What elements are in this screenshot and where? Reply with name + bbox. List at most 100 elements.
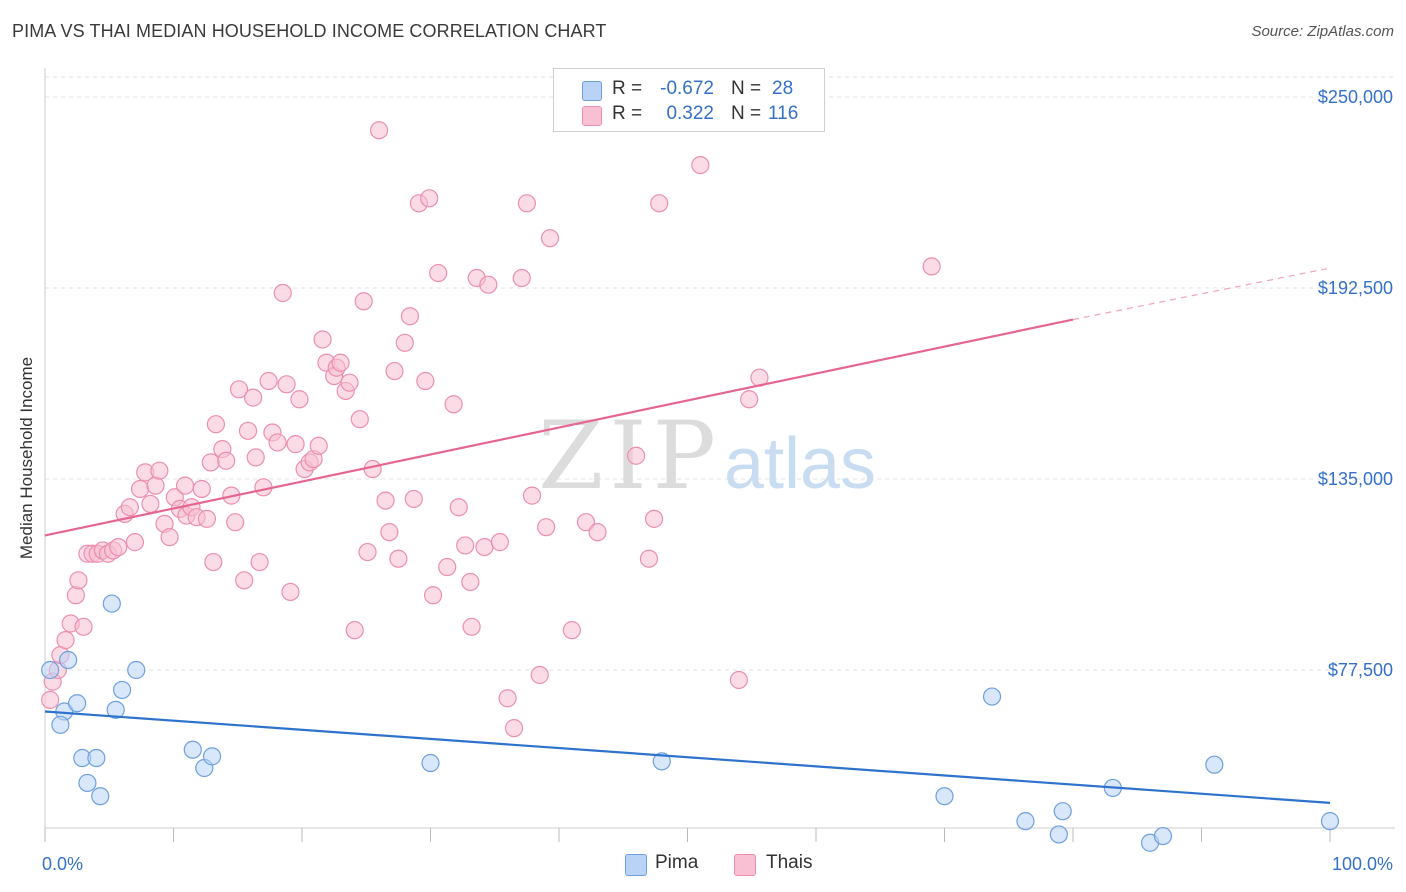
y-tick-label: $135,000 bbox=[1318, 469, 1393, 489]
pima-point bbox=[106, 700, 125, 719]
thai-point bbox=[626, 446, 646, 465]
thai-point bbox=[449, 498, 468, 517]
thai-point bbox=[576, 513, 596, 532]
thai-point bbox=[125, 533, 145, 552]
pima-point bbox=[1320, 812, 1340, 831]
pima-point bbox=[1205, 755, 1224, 774]
legend-r-label: R = bbox=[612, 78, 643, 99]
thai-point bbox=[204, 552, 223, 572]
bottom-legend-pima: Pima bbox=[625, 851, 715, 877]
thai-point bbox=[504, 719, 524, 738]
thai-point bbox=[416, 371, 435, 391]
thai-point bbox=[340, 373, 359, 392]
bottom-legend-thais: Thais bbox=[734, 851, 824, 877]
pima-point bbox=[51, 715, 70, 734]
thai-point bbox=[277, 375, 296, 394]
legend-r-label: R = bbox=[612, 103, 643, 124]
thai-point bbox=[120, 498, 139, 517]
pima-point bbox=[59, 650, 78, 670]
thais-swatch bbox=[734, 854, 756, 876]
pima-trend-line bbox=[44, 710, 1331, 804]
thai-point bbox=[363, 459, 382, 479]
thai-point bbox=[286, 435, 305, 454]
thai-point bbox=[141, 494, 160, 514]
thai-point bbox=[244, 388, 263, 407]
thai-point bbox=[522, 486, 542, 505]
thai-point bbox=[385, 361, 404, 381]
pima-point bbox=[183, 740, 202, 759]
thai-point bbox=[41, 690, 60, 709]
thai-point bbox=[389, 549, 408, 568]
thai-point bbox=[420, 189, 439, 208]
thai-point bbox=[281, 582, 300, 602]
watermark-atlas: atlas bbox=[724, 424, 876, 504]
thai-point bbox=[130, 479, 150, 499]
thai-point bbox=[74, 617, 93, 636]
thai-point bbox=[217, 451, 236, 470]
pima-point bbox=[1153, 826, 1173, 846]
thai-point bbox=[537, 518, 556, 537]
thai-point bbox=[350, 410, 369, 429]
thai-point bbox=[475, 537, 494, 557]
thai-point bbox=[512, 268, 531, 288]
thai-point bbox=[109, 537, 128, 557]
pima-point bbox=[935, 787, 954, 806]
pima-swatch bbox=[582, 81, 602, 101]
thai-point bbox=[197, 509, 217, 528]
thai-point bbox=[175, 476, 195, 495]
thai-point bbox=[290, 390, 309, 409]
thai-point bbox=[238, 421, 258, 440]
pima-points bbox=[41, 594, 1340, 852]
thai-point bbox=[273, 283, 292, 303]
thai-point bbox=[517, 194, 536, 213]
thai-point bbox=[268, 433, 287, 452]
thai-point bbox=[456, 536, 475, 555]
thai-point bbox=[691, 155, 710, 175]
thai-point bbox=[309, 436, 328, 455]
legend-r-value: -0.672 bbox=[660, 78, 714, 99]
legend-n-value: 116 bbox=[768, 103, 799, 124]
thai-point bbox=[259, 371, 278, 391]
thai-point bbox=[380, 523, 399, 542]
y-tick-label: $77,500 bbox=[1328, 660, 1393, 680]
thai-point bbox=[206, 415, 226, 434]
legend-n-value: 28 bbox=[772, 78, 794, 99]
pima-point bbox=[1053, 802, 1072, 821]
thai-point bbox=[588, 523, 607, 542]
thai-point bbox=[66, 586, 85, 605]
stats-legend: R = -0.672 N = 28 R = 0.322 N = 116 bbox=[553, 68, 825, 132]
thai-point bbox=[461, 572, 480, 592]
thai-point bbox=[429, 263, 448, 283]
thai-point bbox=[438, 557, 457, 577]
pima-point bbox=[91, 787, 110, 806]
thai-point bbox=[530, 665, 549, 685]
thai-point bbox=[313, 330, 332, 349]
thai-point bbox=[639, 549, 659, 568]
thai-point bbox=[479, 275, 498, 294]
bottom-legend-label: Pima bbox=[655, 852, 699, 873]
pima-point bbox=[202, 747, 222, 766]
legend-n-label: N = bbox=[731, 103, 762, 124]
legend-r-value: 0.322 bbox=[666, 103, 714, 124]
thai-point bbox=[740, 390, 759, 409]
thai-point bbox=[376, 491, 395, 510]
pima-point bbox=[982, 687, 1002, 706]
thai-point bbox=[201, 453, 220, 472]
legend-row-thais: R = 0.322 N = 116 bbox=[554, 102, 824, 128]
thai-point bbox=[192, 479, 211, 499]
thai-point bbox=[395, 333, 414, 352]
thai-point bbox=[235, 571, 254, 590]
thai-point bbox=[922, 257, 941, 276]
thai-point bbox=[490, 533, 509, 552]
thai-point bbox=[400, 307, 420, 326]
y-tick-label: $250,000 bbox=[1318, 87, 1393, 107]
thai-point bbox=[69, 571, 88, 590]
thai-point bbox=[56, 631, 75, 650]
thai-point bbox=[226, 513, 245, 532]
thais-swatch bbox=[582, 106, 602, 126]
thai-point bbox=[404, 489, 423, 509]
thai-trend-extension bbox=[1072, 267, 1331, 321]
thai-point bbox=[246, 448, 265, 467]
thai-point bbox=[562, 621, 581, 640]
